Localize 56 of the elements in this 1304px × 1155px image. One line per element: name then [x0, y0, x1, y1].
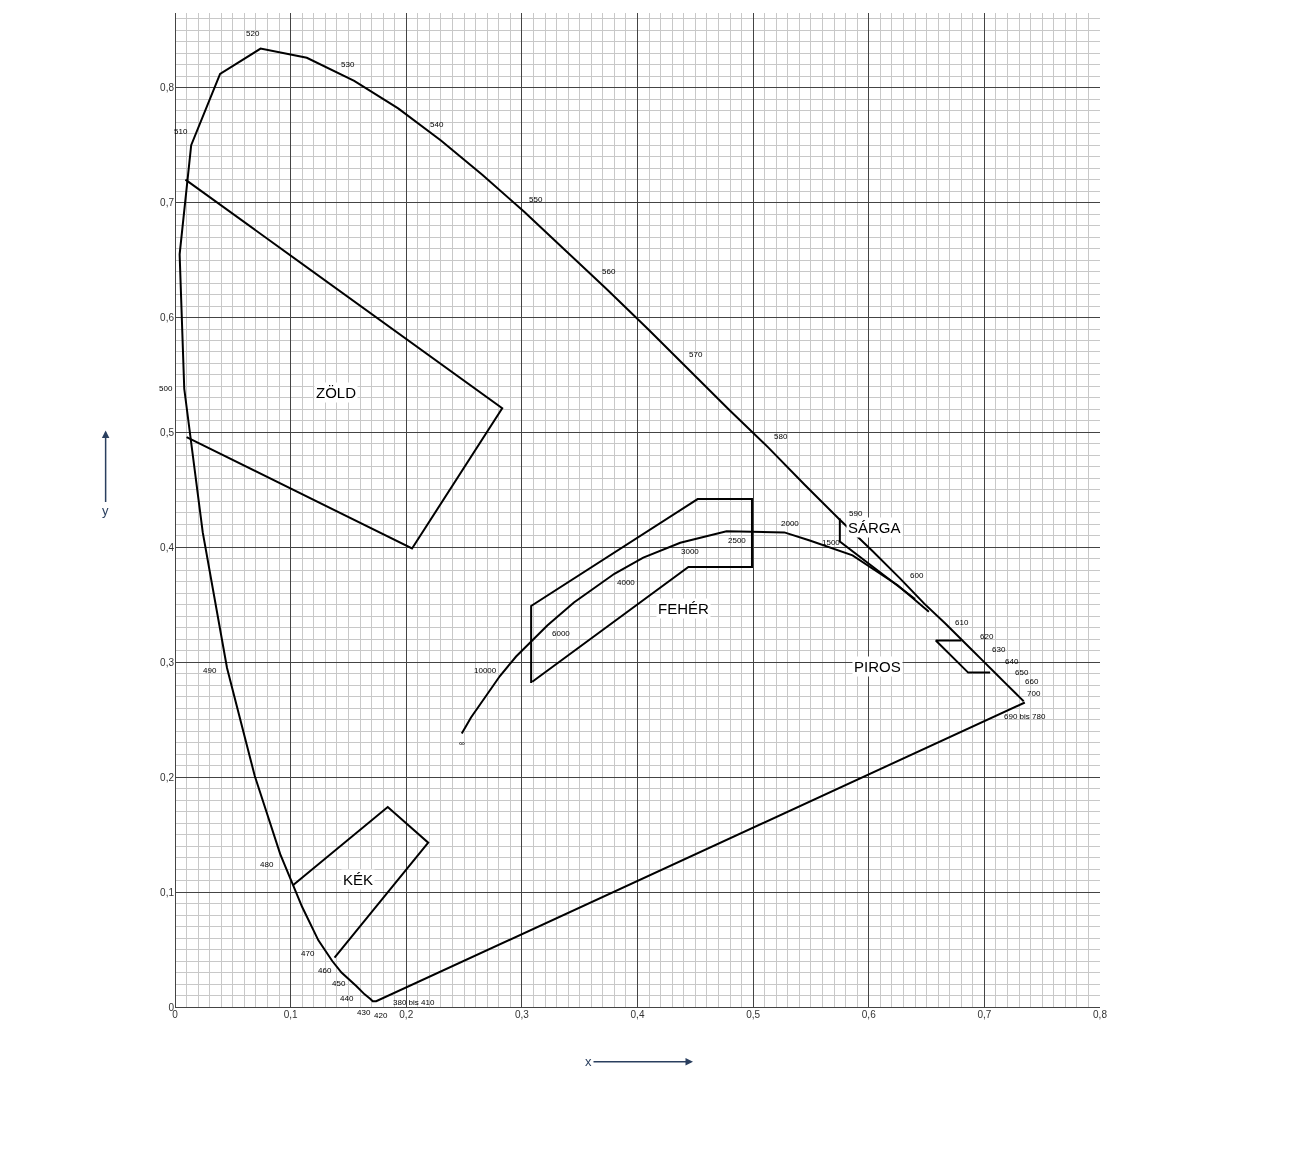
annotation: 430: [357, 1008, 371, 1017]
x-tick-label: 0,3: [514, 1009, 530, 1020]
x-tick-label: 0,4: [630, 1009, 645, 1020]
annotation: 690 bis 780: [1004, 712, 1046, 721]
annotation: 700: [1027, 689, 1041, 698]
annotation: 490: [203, 666, 217, 675]
annotation: ZÖLD: [316, 384, 357, 401]
annotation: 450: [332, 979, 346, 988]
annotation: KÉK: [343, 871, 374, 888]
annotation: 580: [774, 432, 788, 441]
annotation: 380 bis 410: [393, 998, 435, 1007]
annotation: 3000: [681, 547, 700, 556]
annotation: 530: [341, 60, 355, 69]
annotation: 1500: [822, 538, 841, 547]
x-tick-label: 0,8: [1093, 1009, 1108, 1020]
x-tick-label: 0,7: [977, 1009, 992, 1020]
y-tick-label: 0,8: [160, 82, 175, 94]
annotation: 420: [374, 1011, 388, 1020]
annotation: 2500: [728, 536, 747, 545]
annotation: ∞: [459, 739, 465, 748]
y-tick-label: 0,1: [160, 886, 175, 898]
y-tick-label: 0,4: [160, 541, 175, 553]
annotation: 6000: [552, 629, 571, 638]
annotation: 440: [340, 994, 354, 1003]
annotation: SÁRGA: [848, 519, 901, 536]
annotation: 460: [318, 966, 332, 975]
annotation: 590: [849, 509, 863, 518]
annotation: 2000: [781, 519, 800, 528]
annotation: 650: [1015, 668, 1029, 677]
annotation: 480: [260, 860, 274, 869]
annotation: 470: [301, 949, 315, 958]
annotation: 570: [689, 350, 703, 359]
annotation: 600: [910, 571, 924, 580]
x-axis-title: x: [585, 1054, 592, 1069]
y-tick-label: 0,6: [160, 312, 175, 324]
y-tick-label: 0,5: [160, 426, 175, 438]
x-tick-label: 0,6: [861, 1009, 877, 1020]
y-tick-label: 0,2: [160, 771, 175, 783]
x-tick-label: 0,1: [283, 1009, 299, 1020]
y-axis-title: y: [102, 503, 109, 518]
annotation: 610: [955, 618, 969, 627]
annotation: 630: [992, 645, 1006, 654]
annotation: 4000: [617, 578, 636, 587]
y-tick-label: 0,7: [160, 197, 175, 209]
annotation: FEHÉR: [658, 600, 709, 617]
annotation: 560: [602, 267, 616, 276]
annotation: 660: [1025, 677, 1039, 686]
annotation: 520: [246, 29, 260, 38]
annotation: 500: [159, 384, 173, 393]
annotation: 10000: [474, 666, 497, 675]
y-tick-label: 0,3: [160, 656, 175, 668]
x-tick-label: 0,5: [746, 1009, 761, 1020]
x-tick-label: 0,2: [399, 1009, 414, 1020]
annotation: 550: [529, 195, 543, 204]
annotation: 540: [430, 120, 444, 129]
annotation: PIROS: [854, 658, 901, 675]
